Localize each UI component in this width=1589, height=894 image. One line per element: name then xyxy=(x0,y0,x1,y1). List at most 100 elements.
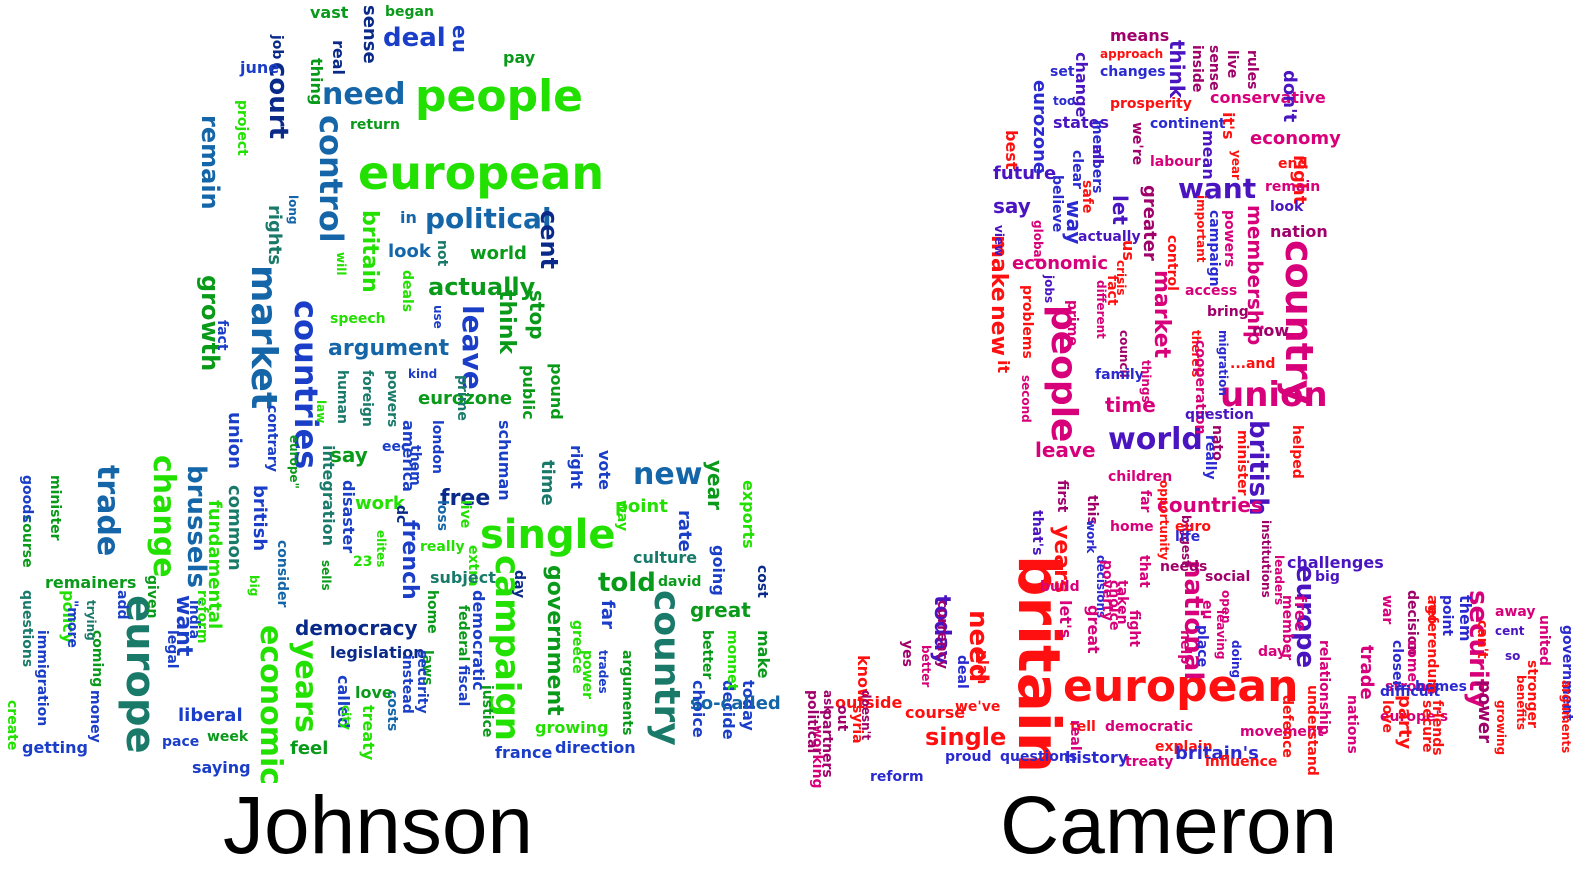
cameron-word: want xyxy=(1178,172,1257,205)
johnson-word: remain xyxy=(196,115,224,210)
johnson-word: integration xyxy=(319,445,338,547)
johnson-word: law xyxy=(314,400,328,424)
johnson-word: deals xyxy=(399,270,415,313)
cameron-word: minister xyxy=(1234,430,1250,496)
cameron-word: best xyxy=(1002,130,1021,170)
cameron-word: help xyxy=(1177,630,1193,665)
johnson-word: powers xyxy=(384,370,400,428)
cameron-word: second xyxy=(1019,375,1033,423)
johnson-word: sells xyxy=(319,560,333,591)
johnson-word: consider xyxy=(274,540,290,608)
johnson-word: single xyxy=(480,512,616,558)
cameron-word: continent xyxy=(1150,116,1226,132)
johnson-word: people xyxy=(415,71,583,122)
johnson-word: really xyxy=(420,539,465,555)
johnson-word: long xyxy=(286,195,300,225)
cameron-word: that xyxy=(1136,555,1152,588)
johnson-word: day xyxy=(511,570,527,599)
cameron-word: change xyxy=(1072,52,1091,118)
cameron-word: work xyxy=(1084,520,1098,554)
cameron-word: plan xyxy=(974,650,990,685)
cameron-word: arguments xyxy=(1559,680,1573,754)
johnson-word: in xyxy=(400,208,417,227)
cameron-word: deal xyxy=(954,655,970,689)
johnson-word: contrary xyxy=(264,405,280,472)
cameron-word: outside xyxy=(835,693,903,712)
cameron-word: control xyxy=(1164,235,1180,291)
cameron-word: treaty xyxy=(1125,754,1174,770)
johnson-word: time xyxy=(537,460,558,506)
johnson-word: thing xyxy=(307,58,326,106)
johnson-word: world xyxy=(470,243,527,264)
cameron-word: life xyxy=(1175,529,1201,545)
johnson-word: economic xyxy=(253,625,288,786)
johnson-word: dc xyxy=(393,505,409,524)
cameron-word: real xyxy=(1067,720,1083,751)
johnson-word: rate xyxy=(674,510,695,552)
johnson-word: create xyxy=(4,700,20,751)
cameron-word: power xyxy=(1474,680,1495,743)
johnson-word: 23 xyxy=(353,554,373,570)
johnson-caption: Johnson xyxy=(223,780,534,871)
cameron-word: now xyxy=(1252,321,1290,340)
johnson-word: trades xyxy=(596,650,610,694)
johnson-word: vote xyxy=(595,450,614,490)
johnson-word: british xyxy=(249,485,270,552)
cameron-word: homes xyxy=(1415,679,1468,695)
cameron-word: proud xyxy=(945,749,992,765)
cameron-word: benefits xyxy=(1514,675,1528,731)
cameron-word: influence xyxy=(1205,754,1278,770)
cameron-word: defence xyxy=(1279,695,1295,758)
johnson-word: london xyxy=(429,420,445,474)
cameron-word: view xyxy=(992,225,1006,257)
cameron-word: countries xyxy=(1157,493,1263,517)
johnson-word: elites xyxy=(374,530,388,568)
johnson-word: market xyxy=(243,265,284,410)
cameron-word: conservative xyxy=(1210,88,1326,107)
johnson-word: june xyxy=(240,58,280,77)
cameron-word: european xyxy=(1063,661,1299,712)
johnson-word: years xyxy=(288,640,323,733)
johnson-word: legislation xyxy=(330,643,425,662)
cameron-word: rules xyxy=(1244,50,1260,90)
johnson-word: vast xyxy=(310,3,349,22)
cameron-word: home xyxy=(1110,519,1154,535)
cameron-word: nations xyxy=(1344,695,1360,754)
johnson-word: make xyxy=(754,630,773,679)
cameron-word: history xyxy=(1065,748,1129,767)
cameron-word: single xyxy=(925,723,1007,751)
cameron-word: social xyxy=(1205,569,1251,585)
cameron-word: understand xyxy=(1304,685,1320,776)
johnson-word: loss xyxy=(434,500,450,532)
johnson-word: cost xyxy=(754,565,770,598)
cameron-word: economic xyxy=(1012,253,1109,274)
johnson-word: french xyxy=(397,520,422,600)
johnson-word: britain xyxy=(357,210,382,293)
johnson-word: will xyxy=(334,252,348,276)
johnson-word: pound xyxy=(547,363,566,420)
johnson-word: new xyxy=(633,457,703,492)
johnson-word: disaster xyxy=(339,480,358,554)
johnson-word: them xyxy=(407,445,423,486)
cameron-word: place xyxy=(1194,625,1210,668)
cameron-word: we've xyxy=(955,699,1001,715)
johnson-word: love xyxy=(355,683,393,702)
cameron-word: us xyxy=(1119,240,1138,261)
johnson-word: argument xyxy=(328,336,450,361)
johnson-word: eec xyxy=(382,439,410,455)
cameron-word: so xyxy=(1505,649,1521,663)
cameron-word: fact xyxy=(1104,275,1120,306)
cameron-word: children xyxy=(1108,469,1173,485)
cameron-word: inside xyxy=(1189,45,1205,93)
cameron-word: cent xyxy=(1495,624,1525,638)
cameron-word: europe's xyxy=(1380,709,1449,725)
johnson-word: rights xyxy=(264,205,285,266)
johnson-word: greece xyxy=(569,620,585,674)
johnson-word: david xyxy=(658,574,702,590)
cameron-word: love xyxy=(1379,700,1395,734)
johnson-word: liberal xyxy=(178,705,243,726)
johnson-word: monnet xyxy=(724,630,740,691)
johnson-word: direction xyxy=(555,738,636,757)
cameron-word: tell xyxy=(1070,719,1096,735)
cameron-word: bring xyxy=(1207,304,1249,320)
